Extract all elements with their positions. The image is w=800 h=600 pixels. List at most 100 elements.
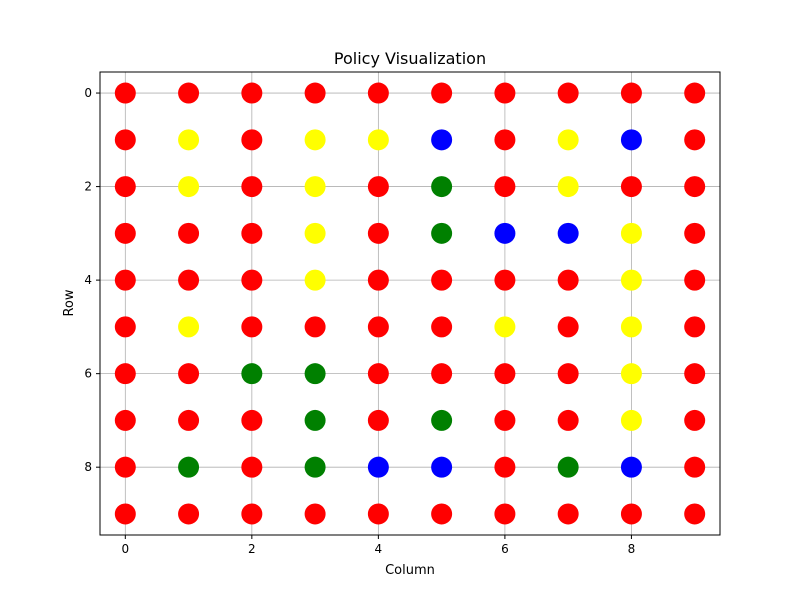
- policy-point: [620, 456, 642, 478]
- policy-point: [241, 129, 263, 151]
- policy-point: [304, 176, 326, 198]
- policy-point: [494, 456, 516, 478]
- policy-point: [620, 82, 642, 104]
- policy-point: [241, 82, 263, 104]
- policy-point: [114, 456, 136, 478]
- policy-point: [684, 456, 706, 478]
- policy-point: [684, 269, 706, 291]
- y-tick-label: 6: [84, 367, 92, 381]
- policy-point: [494, 82, 516, 104]
- policy-point: [557, 82, 579, 104]
- policy-point: [684, 82, 706, 104]
- policy-point: [620, 222, 642, 244]
- policy-point: [114, 316, 136, 338]
- policy-point: [178, 456, 200, 478]
- policy-point: [494, 316, 516, 338]
- policy-point: [557, 129, 579, 151]
- policy-point: [620, 316, 642, 338]
- policy-point: [241, 363, 263, 385]
- policy-point: [620, 363, 642, 385]
- y-tick-label: 0: [84, 86, 92, 100]
- policy-point: [304, 129, 326, 151]
- x-tick-label: 2: [248, 542, 256, 556]
- policy-point: [178, 82, 200, 104]
- x-tick-label: 8: [628, 542, 636, 556]
- policy-point: [367, 269, 389, 291]
- policy-point: [304, 503, 326, 525]
- y-axis-ticks: 0 2 4 6 8: [84, 86, 100, 474]
- policy-point: [431, 316, 453, 338]
- policy-point: [431, 363, 453, 385]
- policy-point: [367, 456, 389, 478]
- policy-point: [684, 503, 706, 525]
- policy-point: [494, 222, 516, 244]
- policy-point: [114, 269, 136, 291]
- plot-frame: [99, 71, 721, 536]
- policy-point: [114, 176, 136, 198]
- policy-point: [241, 269, 263, 291]
- policy-point: [431, 409, 453, 431]
- policy-point: [431, 456, 453, 478]
- policy-point: [494, 503, 516, 525]
- x-axis-label: Column: [385, 563, 435, 578]
- policy-point: [241, 456, 263, 478]
- policy-point: [114, 222, 136, 244]
- policy-point: [684, 176, 706, 198]
- policy-point: [557, 363, 579, 385]
- policy-point: [557, 269, 579, 291]
- y-axis-label: Row: [62, 289, 77, 316]
- policy-point: [178, 503, 200, 525]
- policy-point: [431, 222, 453, 244]
- policy-point: [620, 269, 642, 291]
- policy-point: [114, 409, 136, 431]
- policy-point: [114, 503, 136, 525]
- policy-point: [431, 176, 453, 198]
- x-axis-ticks: 0 2 4 6 8: [121, 535, 635, 556]
- policy-point: [684, 222, 706, 244]
- policy-point: [367, 409, 389, 431]
- policy-point: [178, 176, 200, 198]
- policy-point: [304, 82, 326, 104]
- policy-point: [557, 222, 579, 244]
- policy-point: [367, 222, 389, 244]
- policy-point: [178, 129, 200, 151]
- data-points: [114, 82, 706, 525]
- policy-point: [241, 503, 263, 525]
- policy-point: [494, 269, 516, 291]
- policy-point: [178, 222, 200, 244]
- policy-point: [684, 409, 706, 431]
- policy-point: [620, 409, 642, 431]
- policy-point: [557, 316, 579, 338]
- policy-point: [367, 503, 389, 525]
- policy-point: [304, 269, 326, 291]
- policy-point: [114, 82, 136, 104]
- policy-point: [431, 82, 453, 104]
- policy-point: [494, 176, 516, 198]
- policy-point: [620, 176, 642, 198]
- policy-point: [304, 222, 326, 244]
- policy-point: [241, 176, 263, 198]
- policy-point: [178, 316, 200, 338]
- policy-point: [367, 176, 389, 198]
- policy-point: [494, 409, 516, 431]
- policy-point: [114, 129, 136, 151]
- policy-point: [241, 409, 263, 431]
- policy-point: [241, 316, 263, 338]
- policy-point: [431, 503, 453, 525]
- policy-point: [304, 363, 326, 385]
- policy-point: [178, 409, 200, 431]
- policy-point: [620, 129, 642, 151]
- y-tick-label: 2: [84, 180, 92, 194]
- x-tick-label: 6: [501, 542, 509, 556]
- chart-title: Policy Visualization: [334, 49, 486, 68]
- policy-point: [431, 269, 453, 291]
- x-tick-label: 4: [375, 542, 383, 556]
- policy-point: [367, 82, 389, 104]
- policy-point: [557, 456, 579, 478]
- policy-point: [241, 222, 263, 244]
- policy-point: [304, 316, 326, 338]
- policy-point: [684, 363, 706, 385]
- policy-point: [178, 363, 200, 385]
- policy-point: [494, 363, 516, 385]
